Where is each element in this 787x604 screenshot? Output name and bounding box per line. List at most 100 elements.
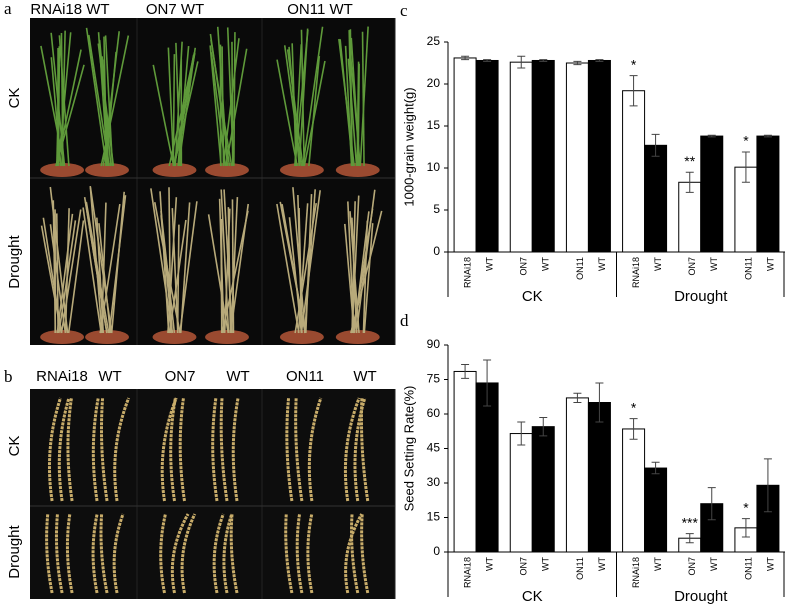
significance: * <box>631 399 637 415</box>
error-bar <box>707 134 716 138</box>
plant <box>99 203 121 334</box>
plant <box>343 223 356 334</box>
plant <box>286 49 304 167</box>
panicle <box>295 513 304 594</box>
plant <box>55 64 85 167</box>
significance: *** <box>682 514 699 530</box>
error-bar <box>651 461 660 475</box>
plant <box>102 31 120 167</box>
plant <box>210 39 233 167</box>
y-tick-label: 25 <box>427 34 441 48</box>
bar <box>509 61 533 253</box>
plant <box>303 189 316 334</box>
x-tick-label: WT <box>709 557 719 571</box>
bar <box>644 467 668 553</box>
y-tick-label: 0 <box>433 544 440 558</box>
x-tick-label: WT <box>541 557 551 571</box>
panicle <box>229 513 239 594</box>
x-tick-label: RNAi18 <box>462 257 472 288</box>
x-tick-label: RNAi18 <box>462 557 472 588</box>
x-tick-label: RNAi18 <box>631 257 641 288</box>
plant <box>298 28 309 167</box>
panicle <box>100 397 109 502</box>
pot <box>279 163 324 177</box>
plant <box>233 32 236 167</box>
y-tick-label: 15 <box>427 118 441 132</box>
bar <box>622 428 646 553</box>
plant <box>207 214 229 334</box>
plant <box>231 199 235 334</box>
panicle <box>180 513 197 594</box>
panicle <box>170 513 190 594</box>
panel-label: d <box>400 311 409 330</box>
panicle <box>91 397 100 502</box>
panicle <box>66 397 74 502</box>
plant <box>152 64 175 167</box>
pot <box>152 163 197 177</box>
plant <box>176 224 180 334</box>
plant <box>302 26 324 167</box>
x-tick-label: WT <box>709 257 719 271</box>
plant <box>58 35 70 167</box>
panicle <box>285 397 294 502</box>
significance: * <box>631 56 637 72</box>
y-tick-label: 0 <box>433 244 440 258</box>
plant <box>349 55 361 167</box>
bar <box>622 90 646 253</box>
plant <box>49 186 69 334</box>
plant <box>347 58 358 167</box>
plant <box>229 203 250 334</box>
y-tick-label: 5 <box>433 202 440 216</box>
panicle <box>294 397 304 502</box>
plant <box>276 59 299 167</box>
plant <box>67 220 85 334</box>
panicle <box>159 513 167 594</box>
x-tick-label: RNAi18 <box>631 557 641 588</box>
error-bar <box>539 416 548 437</box>
plant <box>222 38 240 167</box>
panicle <box>57 397 71 502</box>
plant <box>276 203 300 334</box>
plant <box>103 36 108 167</box>
error-bar <box>461 55 470 61</box>
panicle <box>350 513 360 594</box>
column-label: ON11 <box>286 368 324 385</box>
plant <box>279 201 307 334</box>
panicle <box>91 513 99 594</box>
panicle <box>212 513 225 594</box>
panel-label: a <box>4 0 12 18</box>
error-bar <box>483 59 492 62</box>
error-bar <box>685 533 694 544</box>
panicle <box>169 397 177 502</box>
plant <box>355 189 376 334</box>
group-label: Drought <box>674 288 728 305</box>
plant <box>353 211 370 334</box>
bar <box>453 57 477 253</box>
y-axis-label: 1000-grain weight(g) <box>401 87 416 206</box>
plant <box>291 43 297 167</box>
plant <box>220 189 230 334</box>
error-bar <box>539 59 548 62</box>
plant <box>356 61 360 167</box>
significance: * <box>743 499 749 515</box>
x-tick-label: WT <box>653 257 663 271</box>
bar <box>644 144 668 253</box>
y-tick-label: 90 <box>427 337 441 351</box>
bar <box>475 59 499 253</box>
panicle <box>359 397 370 502</box>
y-tick-label: 20 <box>427 76 441 90</box>
pot <box>152 330 197 344</box>
plant <box>303 60 326 167</box>
panicle <box>113 397 131 502</box>
error-bar <box>651 133 660 157</box>
bar <box>475 382 499 553</box>
bar <box>531 59 555 253</box>
plant <box>221 46 225 167</box>
plant <box>167 197 178 334</box>
error-bar <box>707 487 716 521</box>
y-tick-label: 45 <box>427 441 441 455</box>
error-bar <box>763 458 772 513</box>
error-bar <box>573 392 582 403</box>
error-bar <box>685 171 694 193</box>
